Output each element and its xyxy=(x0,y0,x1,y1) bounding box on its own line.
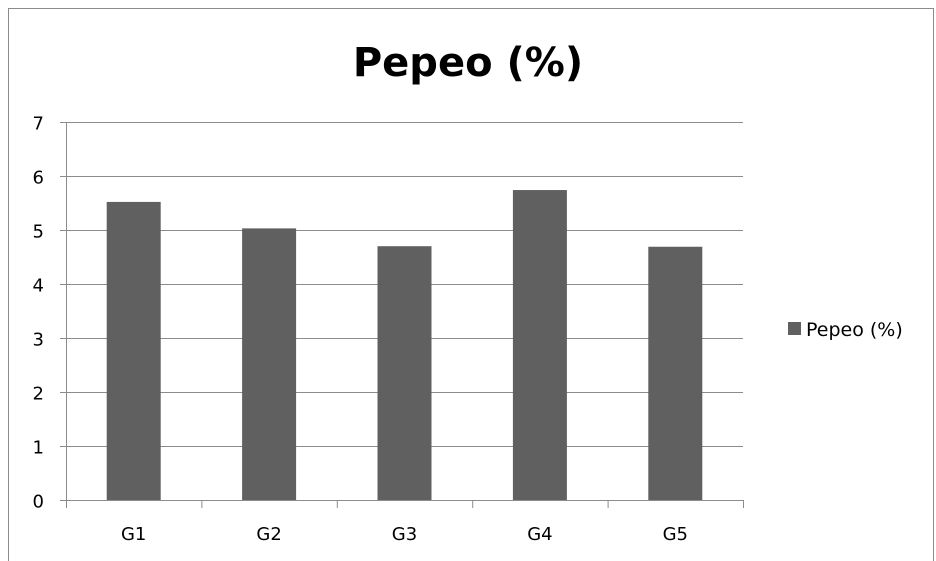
legend-label: Pepeo (%) xyxy=(806,319,903,341)
y-tick-label: 3 xyxy=(33,330,44,351)
y-tick-label: 1 xyxy=(33,438,44,459)
bar-g1 xyxy=(106,201,161,501)
x-tick-labels: G1 G2 G3 G4 G5 xyxy=(121,524,688,545)
bar-g2 xyxy=(242,228,297,500)
x-tick-label: G1 xyxy=(121,524,146,545)
legend: Pepeo (%) xyxy=(788,319,903,341)
bars xyxy=(106,190,703,501)
chart-title: Pepeo (%) xyxy=(352,40,584,86)
y-tick-label: 0 xyxy=(33,492,44,513)
bar-g4 xyxy=(512,190,567,501)
y-tick-label: 5 xyxy=(33,222,44,243)
x-tick-label: G3 xyxy=(392,524,417,545)
bar-g3 xyxy=(377,246,432,500)
x-tick-label: G2 xyxy=(256,524,281,545)
y-tick-label: 4 xyxy=(33,276,44,297)
y-tick-label: 7 xyxy=(33,114,44,135)
y-tick-label: 6 xyxy=(33,168,44,189)
axes xyxy=(66,122,744,508)
legend-swatch xyxy=(788,322,801,335)
x-tick-label: G4 xyxy=(527,524,552,545)
y-tick-label: 2 xyxy=(33,384,44,405)
y-tick-labels: 0 1 2 3 4 5 6 7 xyxy=(33,114,44,513)
x-tick-label: G5 xyxy=(663,524,688,545)
bar-g5 xyxy=(648,246,703,500)
